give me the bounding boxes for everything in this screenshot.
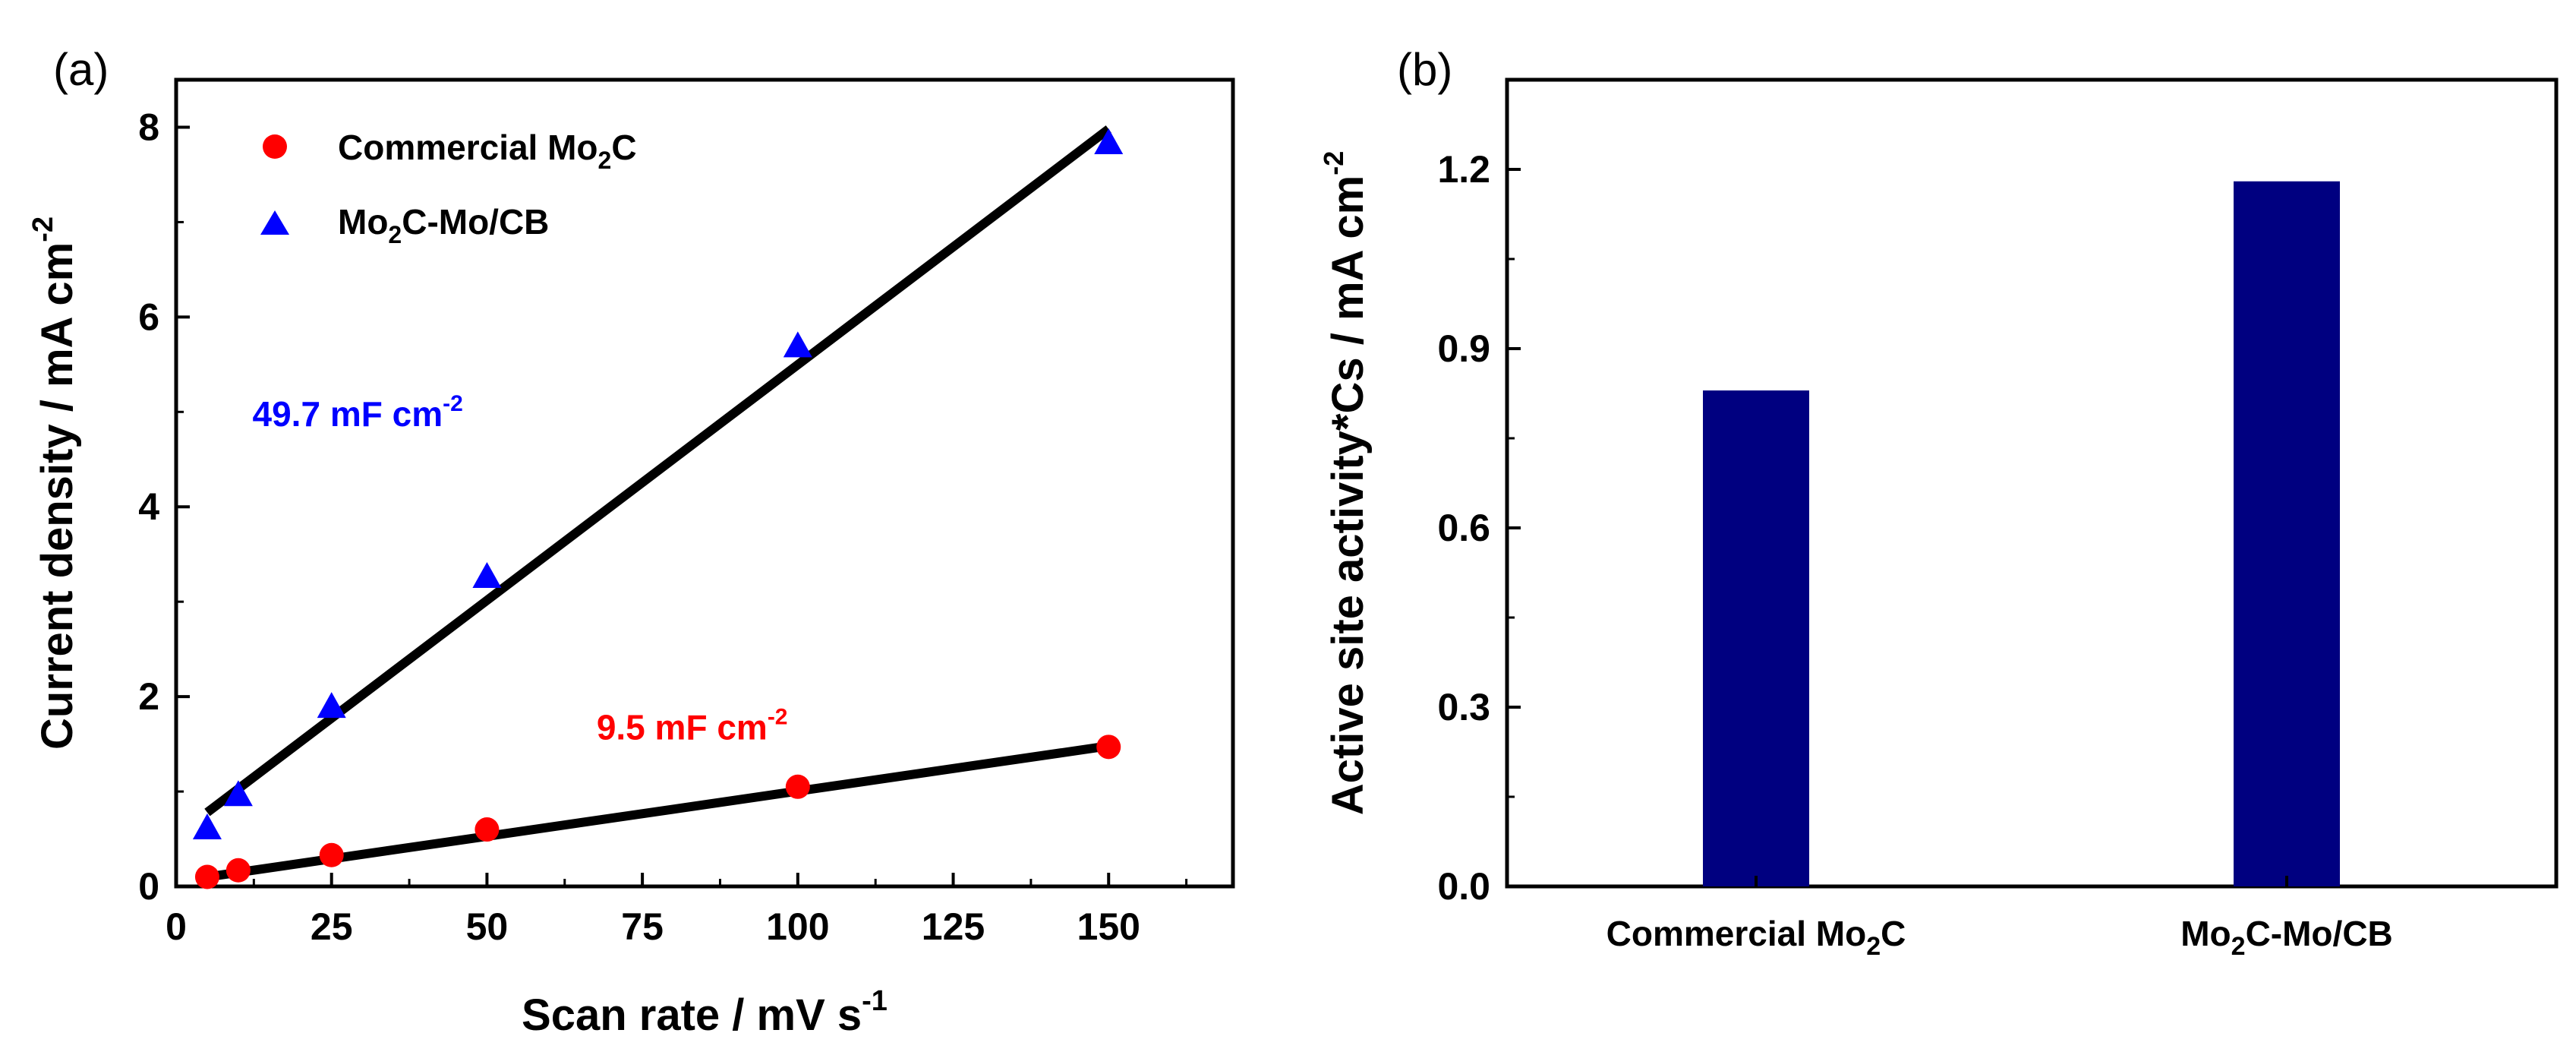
panel-b: (b) 0.0 0.3 0.6 0.9 1.2 Commercial Mo2C Mo2C… — [1318, 44, 2559, 961]
panel-a-points — [192, 128, 1124, 889]
panel-a: (a) 0 2 4 6 8 0 25 50 75 100 125 150 9.5 mF cm-2 4… — [27, 44, 1235, 1040]
y-tick-label: 2 — [138, 675, 159, 718]
y-tick-label: 1.2 — [1437, 148, 1490, 191]
panel-a-x-ticks: 0 25 50 75 100 125 150 — [166, 873, 1188, 948]
panel-a-x-axis-title: Scan rate / mV s-1 — [522, 985, 888, 1040]
panel-a-frame — [174, 77, 1235, 889]
y-tick-label: 0.3 — [1437, 686, 1490, 728]
panel-a-y-ticks: 0 2 4 6 8 — [138, 106, 190, 908]
panel-b-x-tick-label-mo2c-mo-cb: Mo2C-Mo/CB — [2180, 914, 2393, 961]
annotation-commercial-slope: 9.5 mF cm-2 — [597, 704, 788, 747]
legend-marker-mo2c-mo-cb — [260, 210, 289, 235]
panel-b-frame — [1505, 77, 2559, 889]
data-point-mo2c-mo-cb — [783, 331, 812, 358]
x-tick-label: 75 — [621, 905, 664, 948]
x-tick-label: 100 — [766, 905, 829, 948]
panel-b-y-ticks: 0.0 0.3 0.6 0.9 1.2 — [1437, 148, 1521, 908]
data-point-mo2c-mo-cb — [472, 561, 502, 588]
x-tick-label: 25 — [311, 905, 353, 948]
panel-b-bars — [1703, 181, 2340, 886]
panel-b-y-axis-title: Active site activity*Cs / mA cm-2 — [1318, 151, 1373, 815]
panel-a-y-axis-title: Current density / mA cm-2 — [27, 216, 82, 750]
y-tick-label: 0 — [138, 865, 159, 908]
x-tick-label: 150 — [1077, 905, 1140, 948]
bar-mo2c-mo-cb — [2234, 181, 2340, 886]
data-point-mo2c-mo-cb — [223, 780, 253, 807]
data-point-commercial — [194, 864, 219, 889]
bar-commercial — [1703, 390, 1809, 886]
x-tick-label: 0 — [166, 905, 187, 948]
panel-a-legend: Commercial Mo2C Mo2C-Mo/CB — [260, 128, 637, 248]
data-point-mo2c-mo-cb — [1094, 128, 1124, 154]
legend-label-mo2c-mo-cb: Mo2C-Mo/CB — [338, 202, 549, 248]
legend-marker-commercial — [263, 134, 287, 159]
y-tick-label: 0.0 — [1437, 865, 1490, 908]
data-point-commercial — [225, 858, 251, 883]
data-point-commercial — [785, 774, 810, 799]
annotation-mo2c-mo-cb-slope: 49.7 mF cm-2 — [253, 391, 463, 434]
data-point-commercial — [475, 817, 500, 842]
fit-line-commercial — [207, 741, 1110, 882]
panel-b-x-tick-label-commercial: Commercial Mo2C — [1606, 914, 1906, 961]
y-tick-label: 4 — [138, 485, 159, 528]
y-tick-label: 0.6 — [1437, 507, 1490, 549]
data-point-mo2c-mo-cb — [192, 813, 222, 840]
panel-a-fit-lines — [204, 125, 1111, 882]
legend-label-commercial: Commercial Mo2C — [338, 128, 637, 174]
y-tick-label: 0.9 — [1437, 327, 1490, 370]
data-point-commercial — [319, 842, 344, 867]
panel-b-label: (b) — [1397, 44, 1452, 95]
y-tick-label: 6 — [138, 295, 159, 338]
panel-a-label: (a) — [53, 44, 109, 95]
y-tick-label: 8 — [138, 106, 159, 148]
data-point-commercial — [1096, 735, 1121, 760]
fit-line-mo2c-mo-cb — [204, 125, 1111, 817]
x-tick-label: 125 — [922, 905, 985, 948]
x-tick-label: 50 — [466, 905, 509, 948]
data-point-mo2c-mo-cb — [317, 692, 346, 719]
